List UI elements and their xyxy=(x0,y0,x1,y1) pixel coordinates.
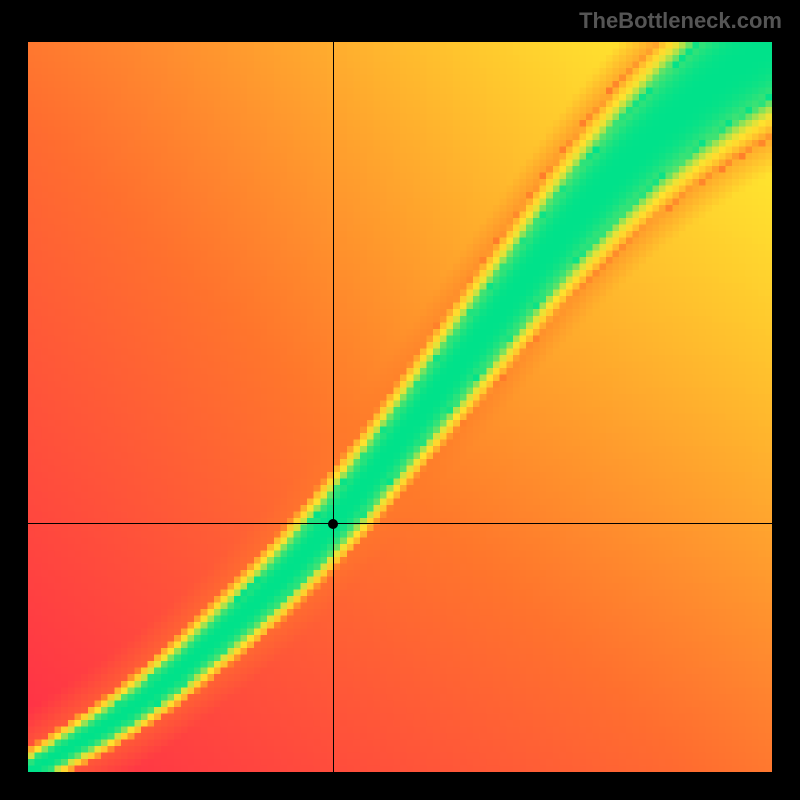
marker-point xyxy=(328,519,338,529)
chart-container: TheBottleneck.com xyxy=(0,0,800,800)
heatmap-canvas xyxy=(28,42,772,772)
crosshair-horizontal xyxy=(28,523,772,524)
watermark-text: TheBottleneck.com xyxy=(579,8,782,34)
crosshair-vertical xyxy=(333,42,334,772)
